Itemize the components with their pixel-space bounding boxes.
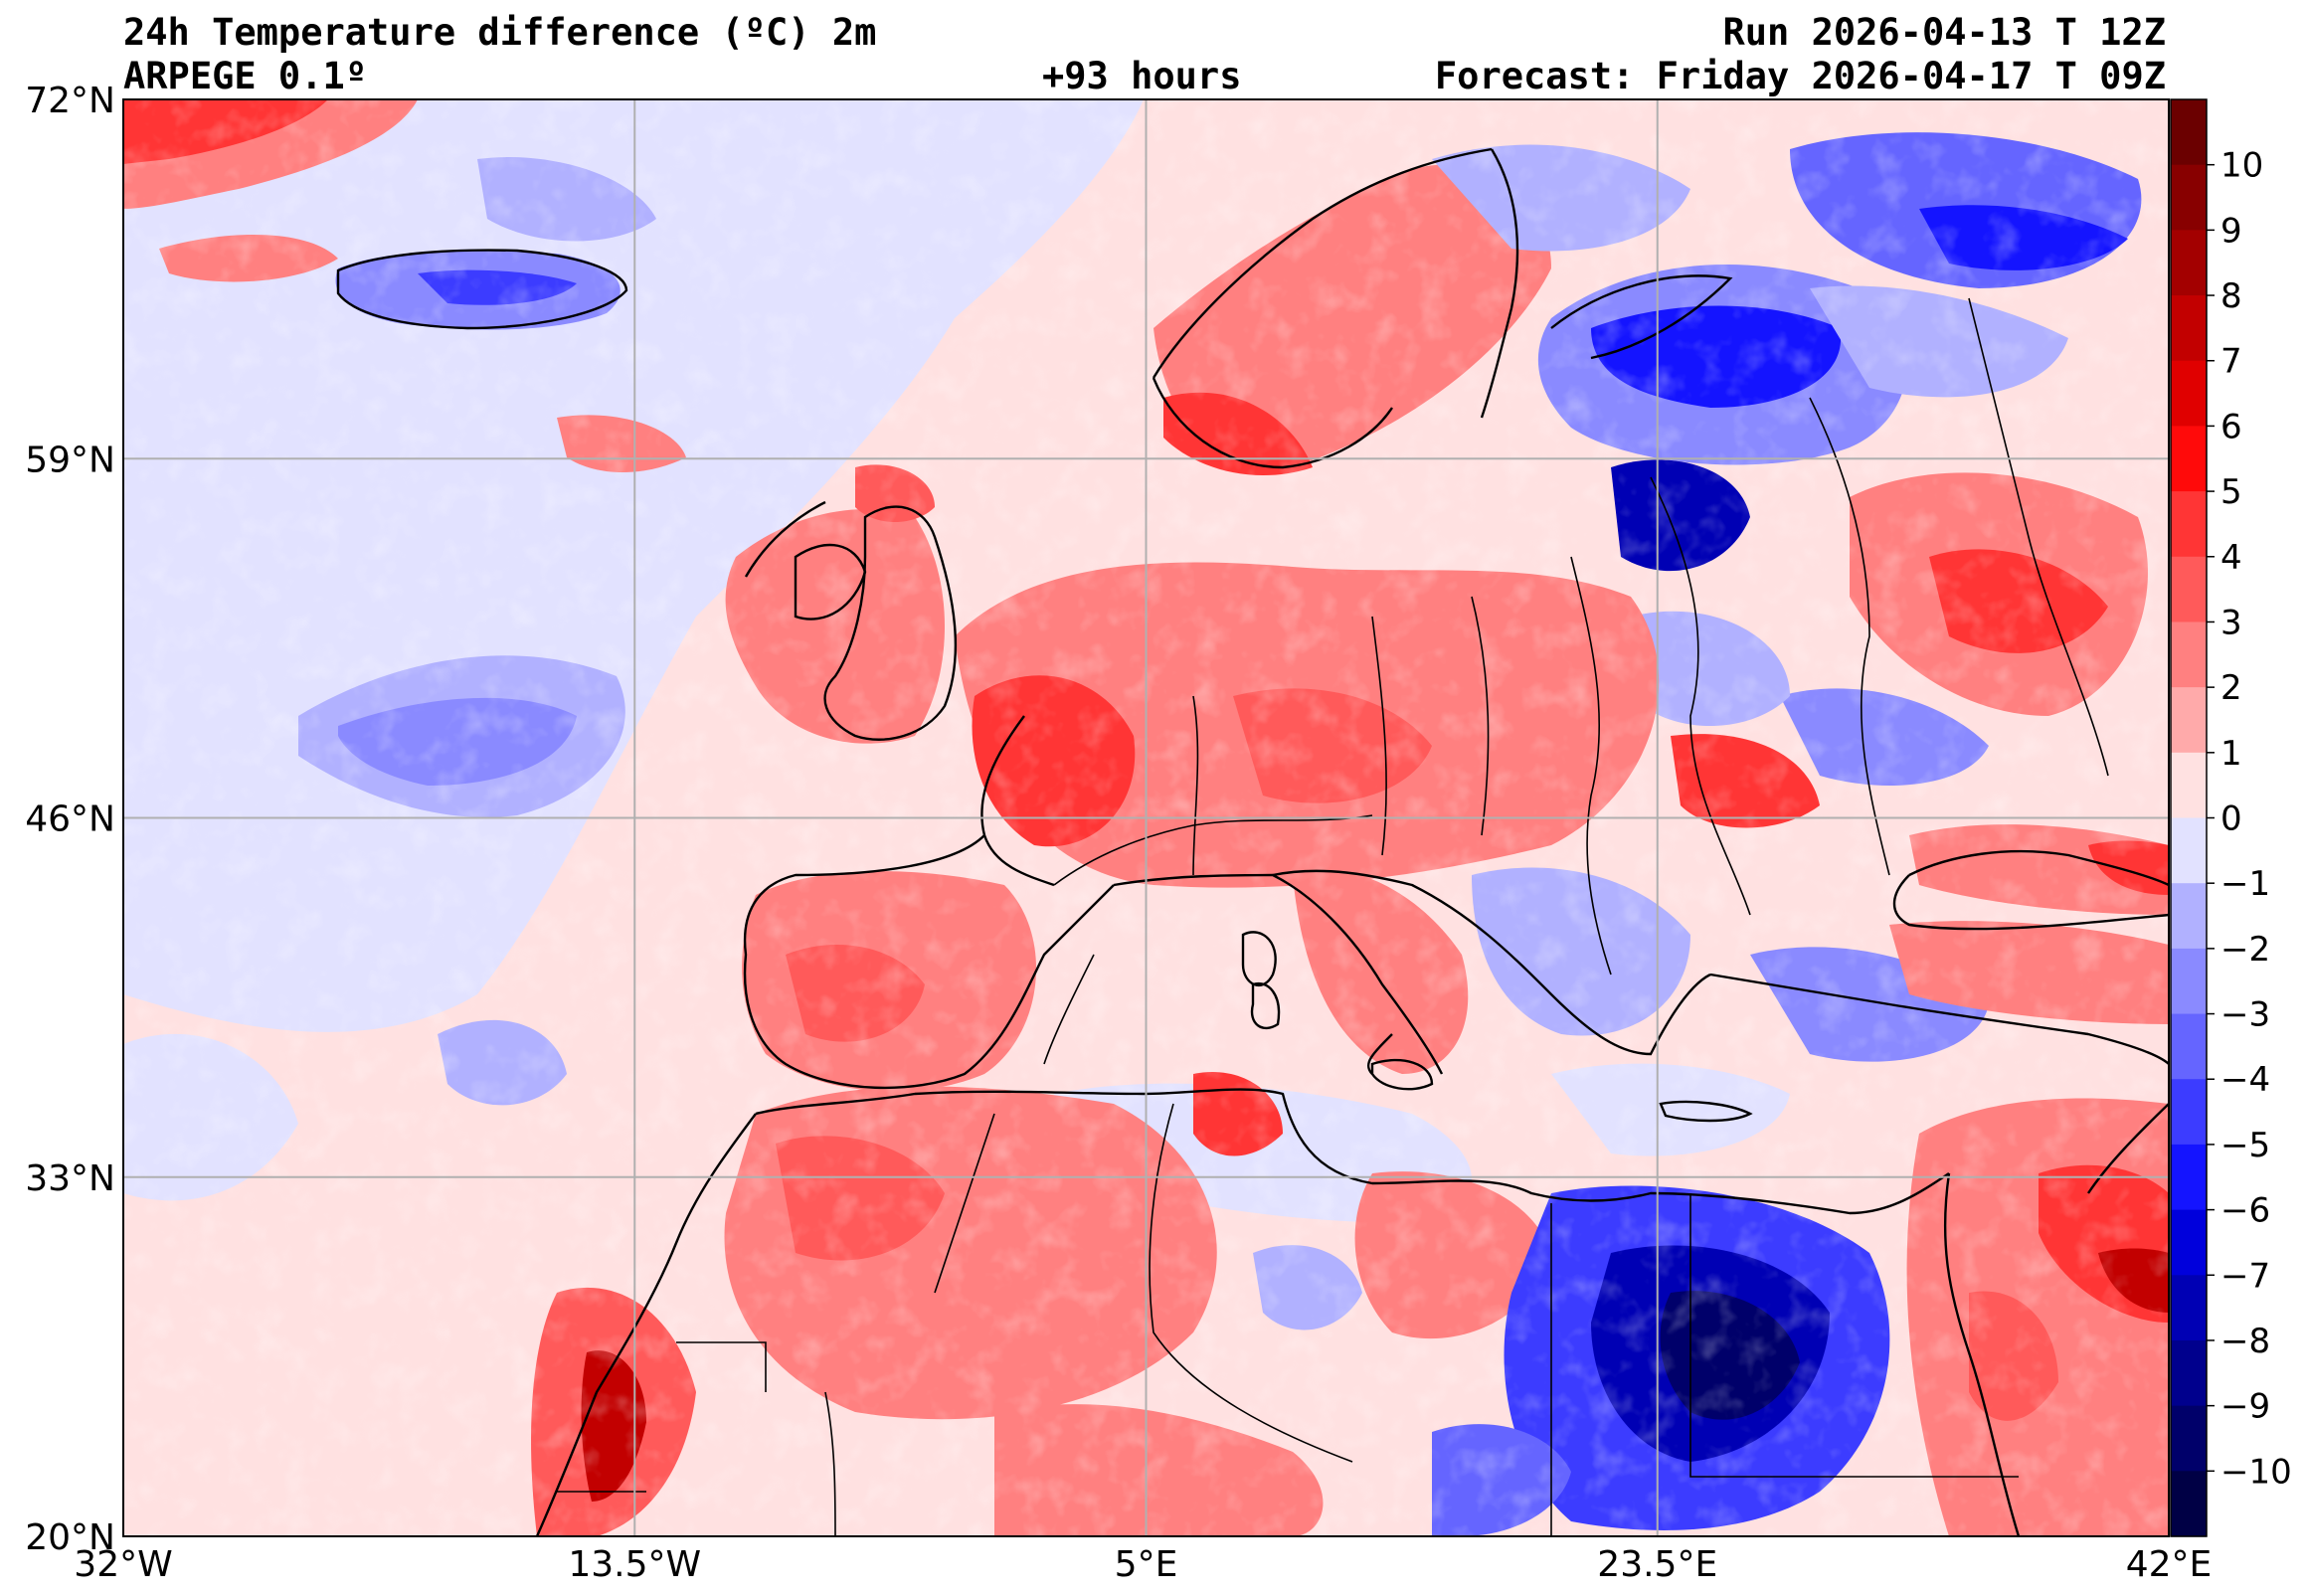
colorbar-swatch [2171, 883, 2207, 950]
colorbar-swatch [2171, 360, 2207, 428]
colorbar-swatch [2171, 491, 2207, 558]
colorbar-swatch [2171, 752, 2207, 819]
colorbar-swatch [2171, 1471, 2207, 1537]
colorbar-tick-label: −8 [2220, 1322, 2270, 1361]
longitude-tick-labels: 32°W 13.5°W 5°E 23.5°E 42°E [74, 1544, 2212, 1585]
colorbar-tick-label: 10 [2220, 146, 2263, 186]
colorbar-tick-label: 1 [2220, 734, 2242, 774]
colorbar-tick-label: −9 [2220, 1387, 2270, 1427]
colorbar-swatch [2171, 621, 2207, 688]
colorbar-tick-label: −1 [2220, 864, 2270, 904]
country-borders [557, 297, 2109, 1536]
forecast-time: Forecast: Friday 2026-04-17 T 09Z [1434, 55, 2166, 97]
colorbar-tick-label: −6 [2220, 1191, 2270, 1231]
lat-tick-label: 59°N [25, 440, 115, 480]
lat-tick-label: 46°N [25, 799, 115, 840]
colorbar-swatch [2171, 1144, 2207, 1211]
run-time: Run 2026-04-13 T 12Z [1722, 11, 2166, 54]
colorbar-tick-label: 5 [2220, 472, 2242, 512]
colorbar-tick-label: 2 [2220, 668, 2242, 708]
colorbar-swatch [2171, 817, 2207, 884]
colorbar-swatch [2171, 295, 2207, 362]
colorbar-swatch [2171, 1339, 2207, 1407]
colorbar-tick-label: 7 [2220, 342, 2242, 382]
lat-tick-label: 20°N [25, 1517, 115, 1558]
lon-tick-label: 23.5°E [1597, 1544, 1717, 1585]
colorbar-tick-label: −5 [2220, 1126, 2270, 1165]
lat-tick-label: 33°N [25, 1158, 115, 1199]
colorbar-tick-label: −4 [2220, 1060, 2270, 1100]
colorbar-swatch [2171, 1079, 2207, 1146]
colorbar-swatch [2171, 556, 2207, 623]
coastlines [336, 147, 2169, 1536]
colorbar-swatch [2171, 426, 2207, 492]
map-title: 24h Temperature difference (ºC) 2m [123, 11, 877, 54]
colorbar-tick-label: 0 [2220, 799, 2242, 839]
map-frame [122, 98, 2170, 1537]
colorbar-tick-label: 6 [2220, 407, 2242, 446]
colorbar-tick-label: −7 [2220, 1256, 2270, 1296]
lon-tick-label: 13.5°W [568, 1544, 701, 1585]
lead-time: +93 hours [1042, 55, 1242, 97]
colorbar-tick-label: 8 [2220, 276, 2242, 316]
colorbar-tick-label: −10 [2220, 1452, 2292, 1492]
colorbar-swatch [2171, 99, 2207, 166]
lon-tick-label: 5°E [1115, 1544, 1178, 1585]
colorbar-tick-label: 4 [2220, 538, 2242, 578]
colorbar-tick-label: 3 [2220, 603, 2242, 642]
lon-tick-label: 32°W [74, 1544, 172, 1585]
colorbar-swatch [2171, 1405, 2207, 1472]
colorbar-swatch [2171, 164, 2207, 231]
colorbar-tick-label: −3 [2220, 995, 2270, 1035]
model-name: ARPEGE 0.1º [123, 55, 368, 97]
colorbar-swatch [2171, 230, 2207, 296]
colorbar-swatch [2171, 687, 2207, 754]
latitude-tick-labels: 72°N 59°N 46°N 33°N 20°N [25, 81, 115, 1558]
colorbar-swatch [2171, 1209, 2207, 1276]
colorbar-tick-label: −2 [2220, 930, 2270, 970]
lon-tick-label: 42°E [2126, 1544, 2213, 1585]
colorbar-tick-label: 9 [2220, 211, 2242, 251]
colorbar-swatch [2171, 948, 2207, 1015]
colorbar-swatch [2171, 1275, 2207, 1341]
lat-tick-label: 72°N [25, 81, 115, 121]
map-gridlines [123, 99, 2169, 1536]
colorbar-swatch [2171, 1013, 2207, 1080]
